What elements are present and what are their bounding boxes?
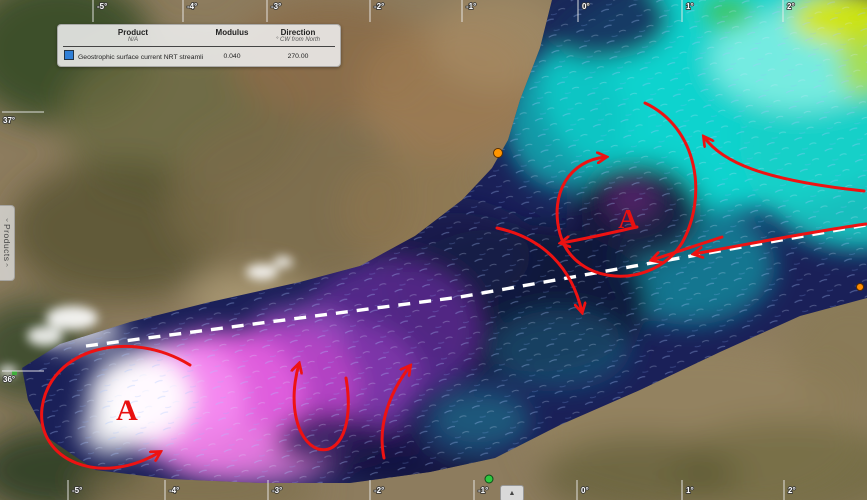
flow-arrow-s-down — [495, 226, 582, 312]
legend-header-direction: Direction — [280, 28, 316, 37]
cloud-patches — [0, 256, 293, 376]
lon-tick-label: -1° — [478, 486, 488, 495]
flow-arrow-west-gyre — [40, 344, 192, 470]
legend-subheader-direction: ° CW from North — [275, 37, 321, 43]
poi-marker-orange — [493, 148, 503, 158]
lon-tick-label: 0° — [581, 486, 589, 495]
legend-panel: Product N/A Modulus Direction ° CW from … — [57, 24, 341, 67]
legend-swatch-icon — [64, 50, 74, 60]
lon-tick-label: -2° — [374, 2, 384, 11]
lon-tick-label: 0° — [582, 2, 590, 11]
flow-arrow-left-mid — [561, 225, 639, 243]
chevron-bottom-icon: › — [5, 261, 9, 269]
flow-arrow-up — [380, 366, 410, 460]
lon-tick-label: -3° — [272, 486, 282, 495]
poi-marker-green — [484, 474, 494, 484]
legend-row-label: Geostrophic surface current NRT streamli… — [78, 54, 203, 61]
lon-tick-label: -3° — [271, 2, 281, 11]
legend-row-direction: 270.00 — [287, 52, 309, 60]
lat-tick-label: 36° — [3, 375, 15, 384]
poi-marker-green-left — [12, 371, 17, 375]
flow-arrow-east-gyre — [555, 101, 698, 278]
legend-row-modulus: 0.040 — [223, 52, 241, 60]
legend-header-modulus: Modulus — [215, 28, 249, 37]
lon-tick-label: -5° — [97, 2, 107, 11]
flow-arrow-dash-2 — [694, 222, 867, 254]
graticule: -5° -4° -3° -2° -1° 0° 1° 2° -5° -4° -3°… — [2, 0, 796, 500]
lon-tick-label: -1° — [466, 2, 476, 11]
lon-tick-label: 1° — [686, 486, 694, 495]
legend-row: Geostrophic surface current NRT streamli… — [63, 50, 335, 62]
flow-arrow-dash-1 — [652, 235, 724, 260]
poi-marker-orange-right — [856, 283, 864, 291]
expand-panel-button[interactable]: ▲ — [500, 485, 524, 500]
transect-dashed-line — [85, 223, 867, 348]
gyre-label-west: A — [116, 394, 138, 427]
gyre-label-east: A — [618, 204, 638, 234]
lon-tick-label: -5° — [72, 486, 82, 495]
legend-subheader-product: N/A — [127, 37, 138, 43]
lat-tick-label: 37° — [3, 116, 15, 125]
flow-arrow-hairpin — [294, 364, 350, 452]
lon-tick-label: -4° — [187, 2, 197, 11]
current-flow-arrows — [40, 101, 867, 470]
lon-tick-label: -2° — [374, 486, 384, 495]
legend-header-product: Product — [117, 28, 149, 37]
products-tab[interactable]: ‹ Products › — [0, 205, 15, 281]
lon-tick-label: -4° — [169, 486, 179, 495]
products-tab-label: Products — [2, 224, 12, 262]
lon-tick-label: 1° — [686, 2, 694, 11]
triangle-up-icon: ▲ — [508, 490, 516, 497]
legend-divider — [63, 46, 335, 47]
lon-tick-label: 2° — [787, 2, 795, 11]
lon-tick-label: 2° — [788, 486, 796, 495]
chevron-top-icon: ‹ — [5, 217, 9, 225]
flow-arrow-ne-arc — [704, 137, 866, 193]
poi-markers — [12, 148, 864, 484]
